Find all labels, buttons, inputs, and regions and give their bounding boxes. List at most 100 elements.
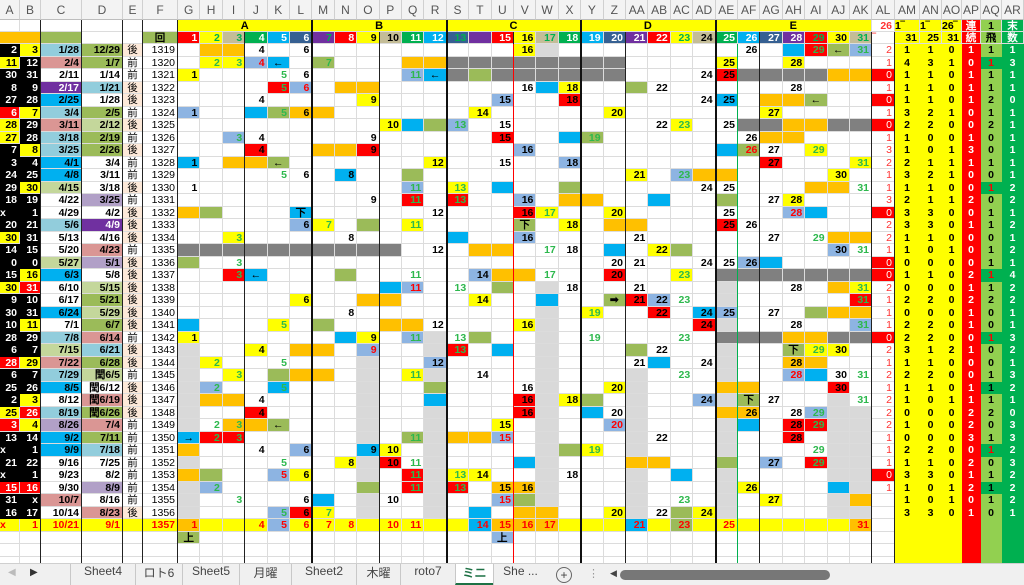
stat-cell-aq[interactable]: 1: [981, 481, 1002, 494]
column-header-af[interactable]: AF: [738, 0, 761, 20]
column-header-i[interactable]: I: [222, 0, 246, 20]
stat-cell-am[interactable]: 1: [895, 394, 920, 407]
header-cell[interactable]: [123, 20, 143, 32]
number-cell-ah[interactable]: 28: [782, 406, 806, 419]
stat-cell-aq[interactable]: 1: [981, 369, 1002, 382]
number-cell-o[interactable]: [357, 231, 380, 244]
column-header-e[interactable]: E: [123, 0, 143, 20]
cell-b[interactable]: 1: [20, 206, 41, 219]
number-cell-ak[interactable]: [850, 544, 872, 557]
cell-c[interactable]: 2/17: [41, 81, 82, 94]
tab-thursday[interactable]: 木曜: [356, 564, 400, 585]
number-cell-m[interactable]: [312, 106, 335, 119]
stat-cell-ar[interactable]: 1: [1002, 231, 1024, 244]
number-cell-j[interactable]: [245, 494, 268, 507]
number-cell-g[interactable]: [178, 231, 201, 244]
cell-d[interactable]: 4/16: [82, 231, 123, 244]
number-cell-p[interactable]: [379, 69, 402, 82]
number-cell-i[interactable]: [222, 381, 246, 394]
stat-cell-ap[interactable]: 1: [962, 131, 981, 144]
number-cell-x[interactable]: 18: [558, 156, 582, 169]
number-cell-v[interactable]: [514, 456, 537, 469]
number-cell-ad[interactable]: 24: [693, 306, 716, 319]
number-cell-r[interactable]: 12: [424, 206, 447, 219]
number-cell-t[interactable]: [469, 506, 492, 519]
number-cell-n[interactable]: 8: [334, 306, 358, 319]
number-cell-af[interactable]: [738, 506, 761, 519]
number-cell-h[interactable]: [200, 281, 223, 294]
stat-cell-aq[interactable]: 2: [981, 94, 1002, 107]
number-cell-aj[interactable]: [827, 194, 850, 207]
number-cell-ac[interactable]: [670, 56, 694, 69]
number-cell-aj[interactable]: [827, 306, 850, 319]
number-cell-g[interactable]: 1: [178, 156, 201, 169]
number-cell-y[interactable]: [581, 369, 604, 382]
number-cell-o[interactable]: [357, 269, 380, 282]
cell-a[interactable]: 25: [0, 381, 20, 394]
number-cell-r[interactable]: [424, 181, 447, 194]
cell-d[interactable]: 6/14: [82, 331, 123, 344]
number-cell-y[interactable]: [581, 506, 604, 519]
number-cell-r[interactable]: [424, 381, 447, 394]
stat-cell-am[interactable]: 3: [895, 106, 920, 119]
number-cell-x[interactable]: [558, 506, 582, 519]
number-cell-ae[interactable]: 25: [715, 181, 738, 194]
number-cell-p[interactable]: [379, 44, 402, 57]
number-cell-ag[interactable]: 27: [760, 106, 783, 119]
number-cell-j[interactable]: 4: [245, 519, 268, 532]
number-cell-ae[interactable]: 25: [715, 94, 738, 107]
cell-c[interactable]: 8/26: [41, 419, 82, 432]
number-cell-r[interactable]: [424, 169, 447, 182]
number-cell-s[interactable]: [446, 131, 470, 144]
number-cell-q[interactable]: [402, 294, 425, 307]
number-cell-s[interactable]: [446, 244, 470, 257]
cell-draw-number[interactable]: 1342: [143, 331, 178, 344]
number-cell-z[interactable]: 20: [603, 506, 626, 519]
number-cell-ae[interactable]: [715, 506, 738, 519]
number-cell-aj[interactable]: [827, 406, 850, 419]
number-cell-r[interactable]: [424, 231, 447, 244]
number-cell-x[interactable]: 18: [558, 281, 582, 294]
number-cell-r[interactable]: [424, 219, 447, 232]
cell-e-half[interactable]: 前: [123, 56, 143, 69]
cell-a[interactable]: 6: [0, 369, 20, 382]
number-cell-ac[interactable]: [670, 194, 694, 207]
number-cell-u[interactable]: [491, 331, 514, 344]
number-cell-h[interactable]: 2: [200, 419, 223, 432]
number-cell-ae[interactable]: [715, 231, 738, 244]
column-header-z[interactable]: Z: [603, 0, 626, 20]
number-cell-ah[interactable]: [782, 269, 806, 282]
number-cell-m[interactable]: [312, 194, 335, 207]
cell-draw-number[interactable]: 1336: [143, 256, 178, 269]
number-cell-ab[interactable]: [648, 494, 671, 507]
number-cell-y[interactable]: [581, 356, 604, 369]
number-cell-y[interactable]: [581, 319, 604, 332]
cell-e-half[interactable]: 前: [123, 444, 143, 457]
stat-cell-an[interactable]: 0: [920, 144, 942, 157]
number-cell-ab[interactable]: [648, 381, 671, 394]
cell-al[interactable]: 1: [872, 131, 895, 144]
number-cell-h[interactable]: [200, 294, 223, 307]
stat-cell-an[interactable]: 1: [920, 381, 942, 394]
number-cell-o[interactable]: [357, 481, 380, 494]
number-cell-af[interactable]: [738, 106, 761, 119]
number-cell-g[interactable]: [178, 281, 201, 294]
cell-e-half[interactable]: 前: [123, 481, 143, 494]
cell-al[interactable]: 2: [872, 281, 895, 294]
number-cell-ag[interactable]: 27: [760, 394, 783, 407]
number-cell-y[interactable]: [581, 156, 604, 169]
cell-d[interactable]: 3/4: [82, 156, 123, 169]
number-cell-aa[interactable]: [626, 131, 649, 144]
cell-e-half[interactable]: 後: [123, 356, 143, 369]
cell-e-half[interactable]: 後: [123, 506, 143, 519]
number-cell-z[interactable]: [603, 56, 626, 69]
number-cell-t[interactable]: [469, 356, 492, 369]
stat-cell-an[interactable]: 0: [920, 131, 942, 144]
number-cell-aj[interactable]: [827, 481, 850, 494]
stat-cell-ap[interactable]: 0: [962, 369, 981, 382]
number-cell-q[interactable]: 11: [402, 69, 425, 82]
number-cell-r[interactable]: [424, 131, 447, 144]
number-cell-t[interactable]: [469, 194, 492, 207]
cell-al[interactable]: 0: [872, 469, 895, 482]
number-cell-v[interactable]: [514, 531, 537, 544]
